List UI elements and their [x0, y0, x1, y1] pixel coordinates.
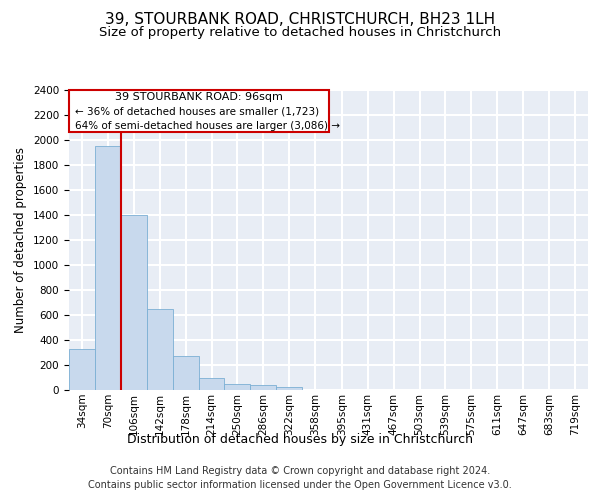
Text: 39 STOURBANK ROAD: 96sqm: 39 STOURBANK ROAD: 96sqm: [115, 92, 283, 102]
Bar: [121, 215, 147, 390]
Bar: [95, 146, 121, 390]
Bar: [277, 387, 302, 390]
Bar: [147, 310, 173, 390]
Text: Distribution of detached houses by size in Christchurch: Distribution of detached houses by size …: [127, 432, 473, 446]
FancyBboxPatch shape: [69, 90, 329, 132]
Bar: [224, 384, 250, 390]
Y-axis label: Number of detached properties: Number of detached properties: [14, 147, 28, 333]
Text: Size of property relative to detached houses in Christchurch: Size of property relative to detached ho…: [99, 26, 501, 39]
Bar: [199, 378, 224, 390]
Bar: [173, 356, 199, 390]
Bar: [69, 350, 95, 390]
Text: ← 36% of detached houses are smaller (1,723): ← 36% of detached houses are smaller (1,…: [75, 107, 319, 117]
Bar: [250, 385, 277, 390]
Text: Contains public sector information licensed under the Open Government Licence v3: Contains public sector information licen…: [88, 480, 512, 490]
Text: 39, STOURBANK ROAD, CHRISTCHURCH, BH23 1LH: 39, STOURBANK ROAD, CHRISTCHURCH, BH23 1…: [105, 12, 495, 28]
Text: 64% of semi-detached houses are larger (3,086) →: 64% of semi-detached houses are larger (…: [75, 122, 340, 132]
Text: Contains HM Land Registry data © Crown copyright and database right 2024.: Contains HM Land Registry data © Crown c…: [110, 466, 490, 476]
